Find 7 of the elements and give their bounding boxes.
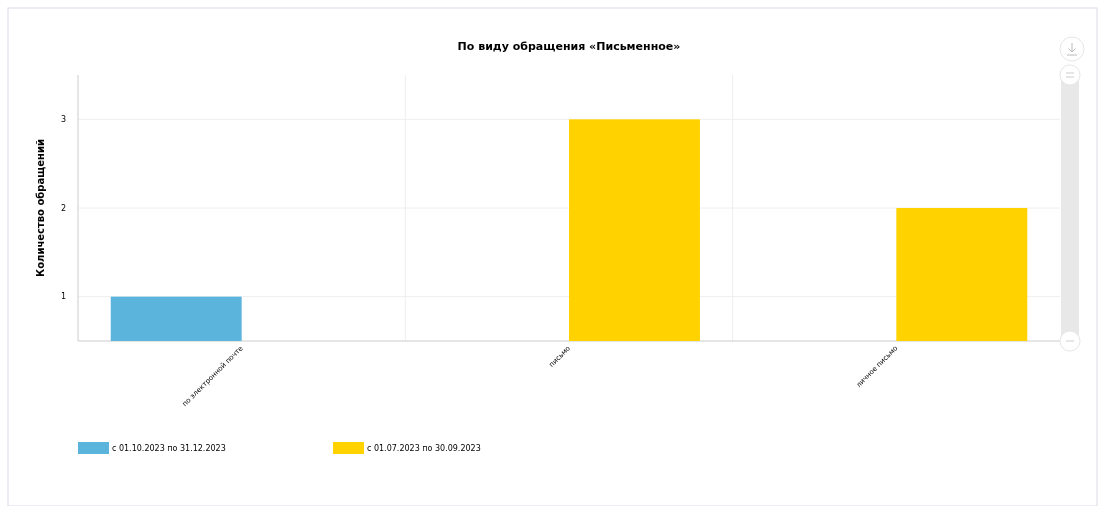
legend-label: с 01.07.2023 по 30.09.2023 [367, 443, 481, 453]
y-tick-label: 2 [60, 203, 66, 213]
y-tick-label: 3 [60, 114, 66, 124]
chart-title: По виду обращения «Письменное» [457, 40, 681, 53]
y-tick-label: 1 [60, 292, 66, 302]
legend-label: с 01.10.2023 по 31.12.2023 [112, 443, 226, 453]
y-axis-title: Количество обращений [35, 139, 46, 277]
